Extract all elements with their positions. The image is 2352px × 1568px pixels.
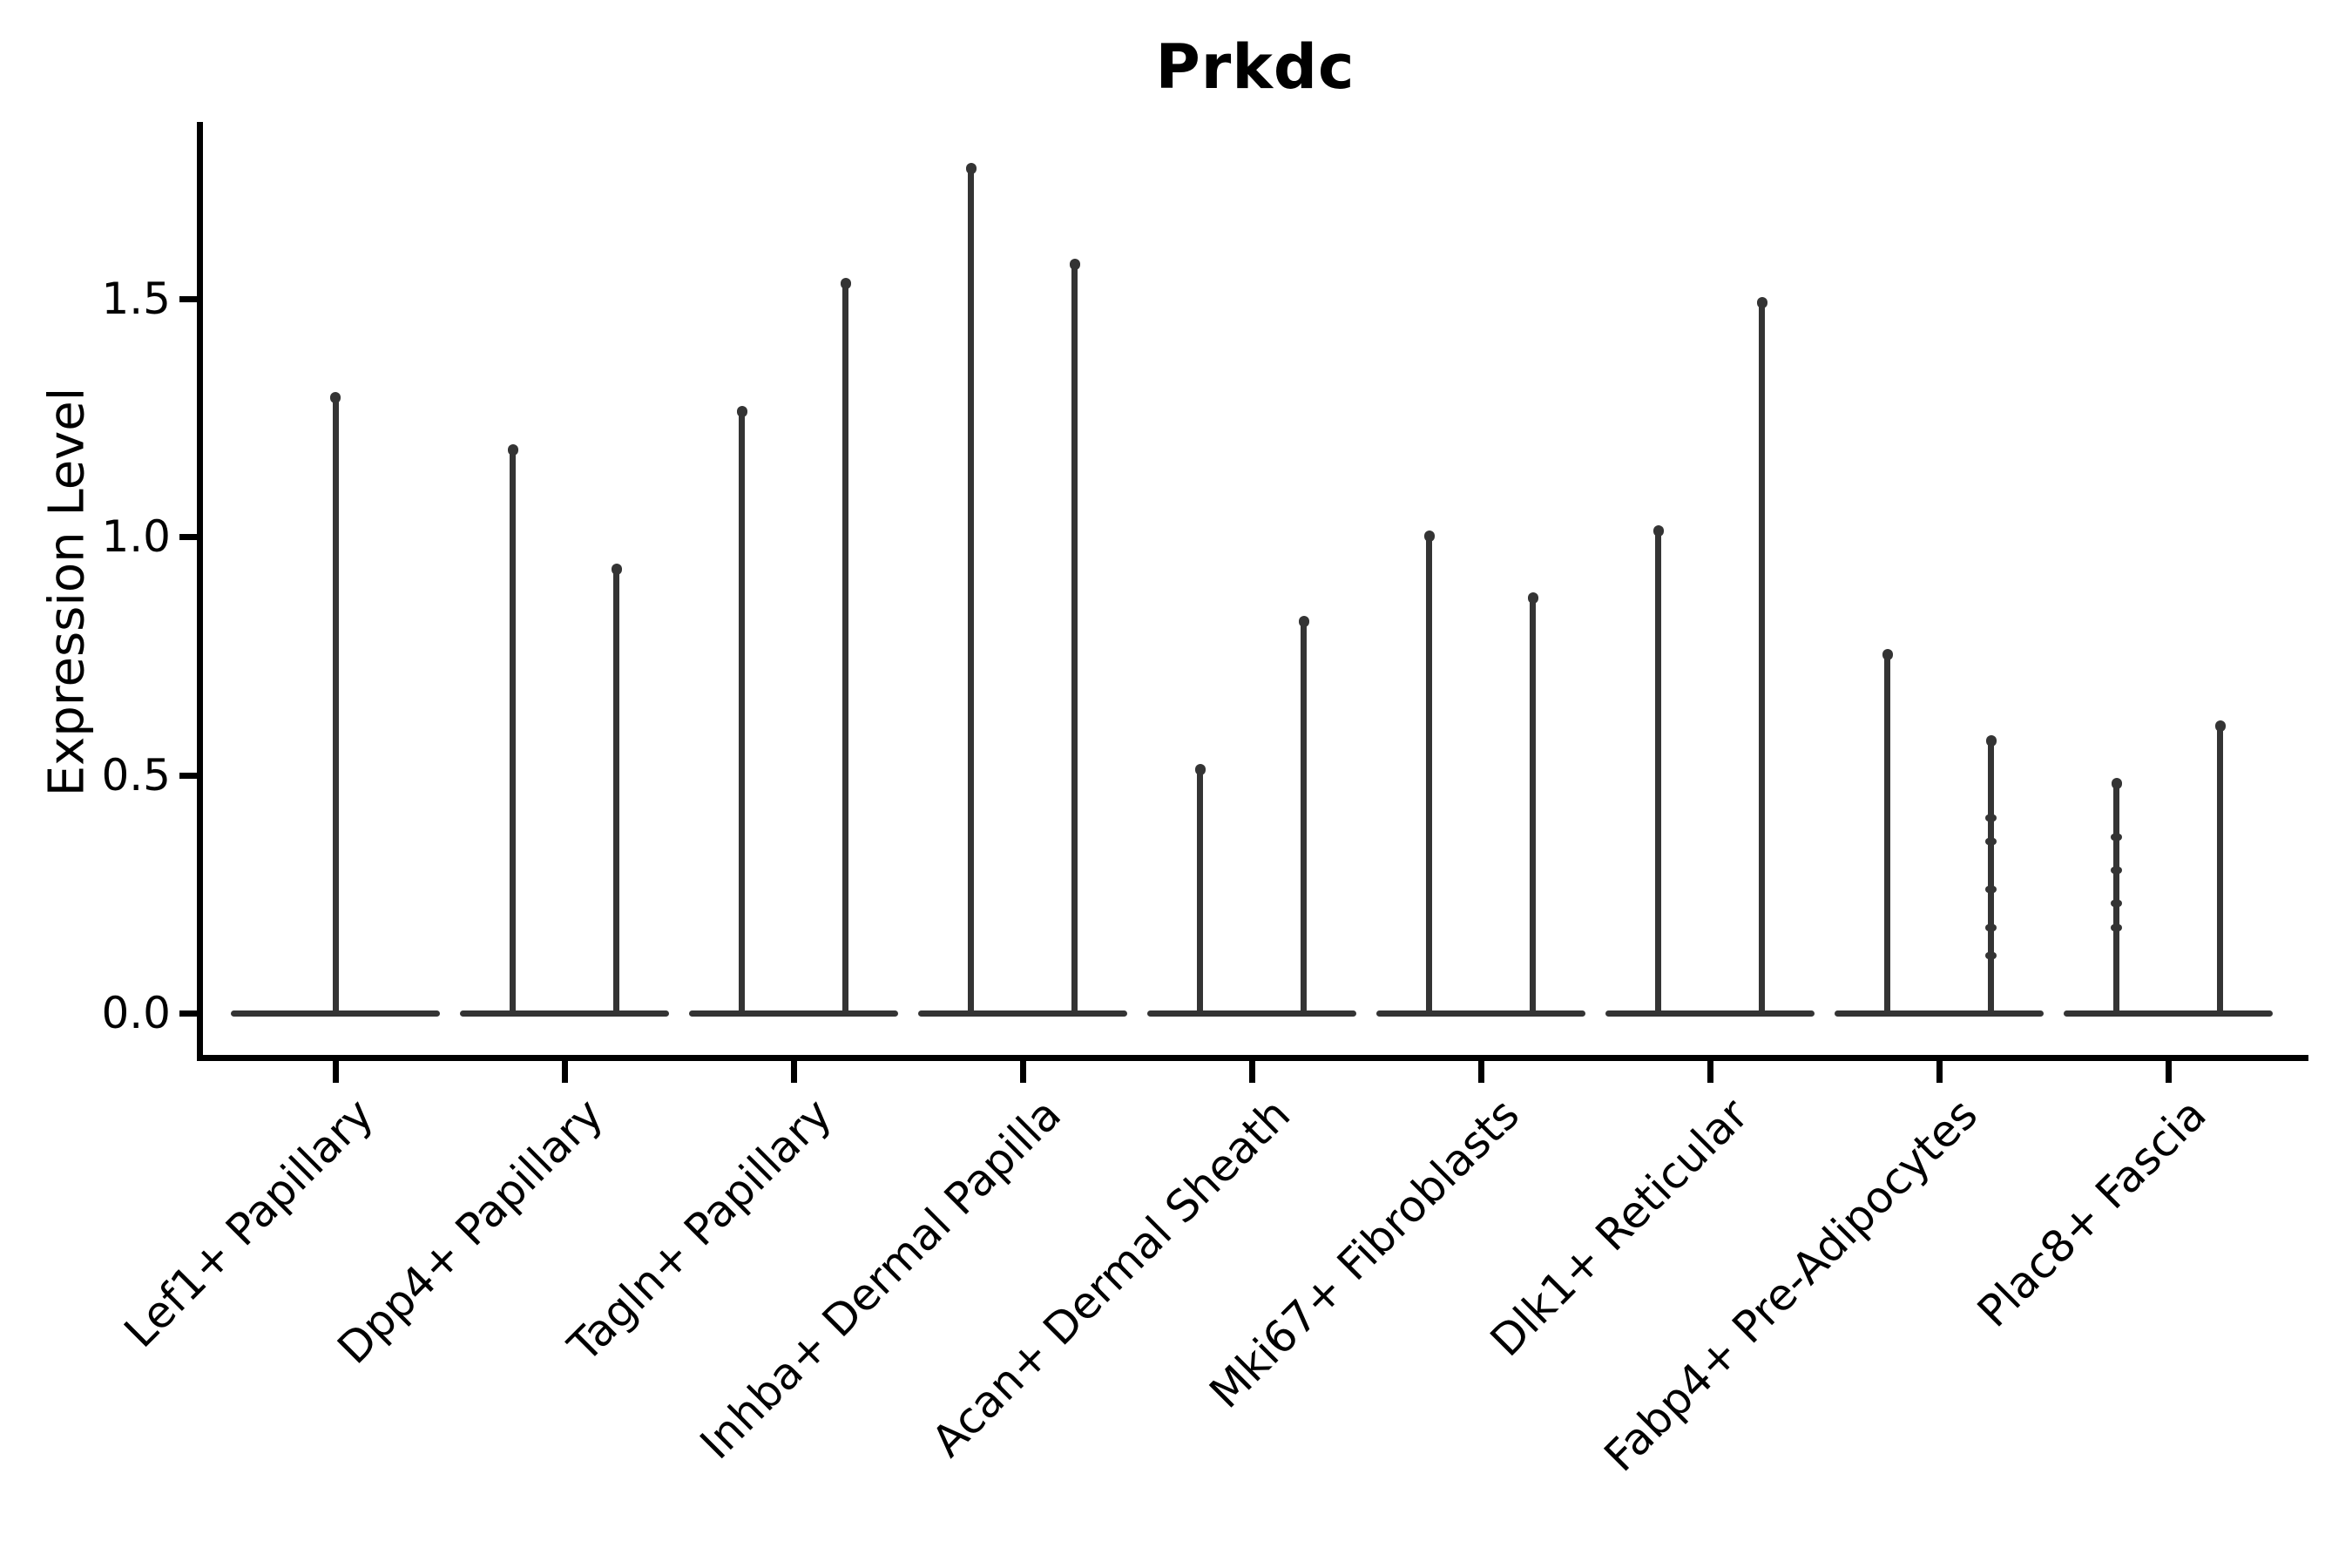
violin-baseline [689, 1010, 898, 1017]
x-tick [791, 1055, 797, 1083]
violin-spike [1884, 651, 1890, 1013]
violin-knot [2111, 900, 2122, 908]
violin-spike-cap [736, 406, 747, 418]
x-tick [333, 1055, 339, 1083]
y-tick-label: 0.5 [101, 749, 171, 801]
violin-spike-cap [611, 563, 622, 575]
violin-baseline [231, 1010, 440, 1017]
violin-spike [739, 408, 745, 1013]
violin-knot [1985, 923, 1997, 931]
x-tick [1707, 1055, 1713, 1083]
y-tick [179, 295, 202, 302]
violin-knot [1985, 952, 1997, 960]
violin-spike-cap [330, 391, 341, 403]
violin-spike [1530, 593, 1536, 1013]
violin-spike [1988, 736, 1994, 1013]
chart-title: Prkdc [1155, 31, 1355, 103]
y-tick [179, 534, 202, 540]
x-tick [1478, 1055, 1484, 1083]
violin-baseline [1605, 1010, 1815, 1017]
violin-baseline [1835, 1010, 2044, 1017]
violin-spike-cap [1527, 591, 1538, 604]
violin-spike-cap [1652, 525, 1664, 537]
violin-spike-cap [1069, 258, 1080, 270]
violin-spike [2217, 722, 2223, 1013]
violin-spike-cap [1985, 734, 1997, 747]
violin-spike [1759, 298, 1765, 1013]
x-tick-label: Plac8+ Fascia [1968, 1089, 2217, 1337]
violin-spike [2113, 779, 2119, 1013]
y-tick [179, 1010, 202, 1017]
violin-baseline [1376, 1010, 1585, 1017]
x-tick-label: Lef1+ Papillary [114, 1089, 384, 1358]
violin-spike [332, 393, 339, 1013]
x-tick-label: Fabp4+ Pre-Adipocytes [1594, 1089, 1988, 1482]
violin-knot [2111, 923, 2122, 931]
violin-spike-cap [840, 277, 851, 289]
violin-spike [1197, 765, 1203, 1013]
violin-spike-cap [507, 444, 518, 456]
violin-spike [1071, 260, 1078, 1013]
violin-spike-cap [1298, 615, 1309, 627]
x-tick [562, 1055, 568, 1083]
violin-knot [1985, 814, 1997, 821]
y-tick-label: 0.0 [101, 988, 171, 1038]
violin-spike [1655, 527, 1661, 1013]
violin-spike-cap [2214, 720, 2226, 733]
violin-baseline [1147, 1010, 1356, 1017]
x-tick [1020, 1055, 1026, 1083]
violin-spike [1301, 617, 1307, 1013]
y-axis-label: Expression Level [10, 122, 124, 1061]
violin-knot [2111, 833, 2122, 841]
y-axis-spine [197, 122, 203, 1061]
violin-spike-cap [1882, 649, 1893, 661]
violin-spike-cap [2111, 777, 2122, 789]
violin-spike [968, 165, 974, 1013]
violin-knot [1985, 838, 1997, 846]
violin-spike-cap [1423, 530, 1435, 542]
violin-spike [842, 279, 848, 1013]
violin-knot [2111, 866, 2122, 874]
violin-spike [1426, 531, 1432, 1013]
x-tick [2166, 1055, 2172, 1083]
violin-spike-cap [965, 163, 977, 175]
x-tick [1249, 1055, 1255, 1083]
violin-spike-cap [1756, 296, 1767, 308]
y-tick-label: 1.5 [101, 273, 171, 324]
violin-spike [613, 564, 619, 1013]
violin-baseline [2064, 1010, 2273, 1017]
y-axis-label-text: Expression Level [38, 387, 96, 796]
violin-spike [510, 446, 516, 1013]
x-tick [1936, 1055, 1943, 1083]
violin-baseline [460, 1010, 669, 1017]
y-tick [179, 772, 202, 779]
violin-baseline [918, 1010, 1127, 1017]
violin-spike-cap [1194, 763, 1206, 775]
violin-knot [1985, 885, 1997, 893]
y-tick-label: 1.0 [101, 511, 171, 562]
